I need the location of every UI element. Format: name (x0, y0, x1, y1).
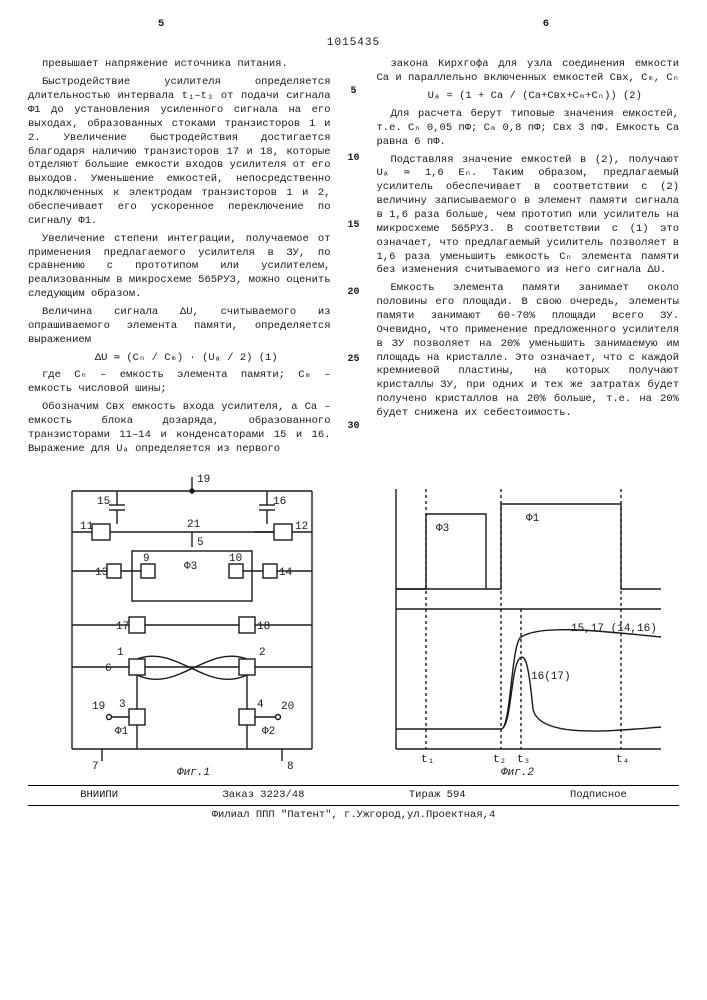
formula-1: ΔU ≃ (Cₙ / Cₘ) · (Uₐ / 2) (1) (28, 352, 331, 366)
right-p1: закона Кирхгофа для узла соединения емко… (377, 58, 680, 86)
svg-text:Ф3: Ф3 (436, 523, 449, 535)
footer-org: ВНИИПИ (80, 789, 118, 803)
svg-text:16: 16 (273, 496, 286, 508)
ln-10: 10 (347, 152, 361, 165)
col-head-left: 5 (158, 18, 164, 32)
svg-text:21: 21 (187, 519, 201, 531)
left-p1: превышает напряжение источника питания. (28, 58, 331, 72)
svg-text:19: 19 (92, 701, 105, 713)
ln-25: 25 (347, 353, 361, 366)
col-head-right: 6 (543, 18, 549, 32)
fig1-caption: Фиг.1 (177, 767, 210, 779)
line-numbers: 5 10 15 20 25 30 (347, 58, 361, 460)
svg-text:8: 8 (287, 761, 294, 773)
svg-text:18: 18 (257, 621, 270, 633)
svg-text:6: 6 (105, 663, 112, 675)
svg-text:16(17): 16(17) (531, 671, 571, 683)
svg-text:t₁: t₁ (421, 754, 434, 766)
right-column: закона Кирхгофа для узла соединения емко… (377, 58, 680, 460)
svg-text:13: 13 (95, 567, 108, 579)
fig2-caption: Фиг.2 (501, 767, 534, 779)
left-p6: Обозначим Cвх емкость входа усилителя, а… (28, 401, 331, 456)
footer-order: Заказ 3223/48 (222, 789, 304, 803)
left-column: превышает напряжение источника питания. … (28, 58, 331, 460)
svg-text:17: 17 (116, 621, 129, 633)
svg-text:12: 12 (295, 521, 308, 533)
svg-text:t₃: t₃ (517, 754, 530, 766)
ln-20: 20 (347, 286, 361, 299)
figure-1: 19 15 16 11 12 21 (37, 469, 347, 779)
svg-text:t₂: t₂ (493, 754, 506, 766)
right-p3: Подставляя значение емкостей в (2), полу… (377, 154, 680, 279)
svg-text:10: 10 (229, 553, 242, 565)
svg-text:11: 11 (80, 521, 94, 533)
right-p2: Для расчета берут типовые значения емкос… (377, 108, 680, 150)
left-p2: Быстродействие усилителя определяется дл… (28, 76, 331, 228)
formula-2: Uₐ = (1 + Cа / (Cа+Cвх+Cₘ+Cₙ)) (2) (377, 90, 680, 104)
footer-line-1: ВНИИПИ Заказ 3223/48 Тираж 594 Подписное (28, 785, 679, 807)
left-p5: где Cₙ – емкость элемента памяти; Cₘ – е… (28, 369, 331, 397)
footer-tirazh: Тираж 594 (409, 789, 466, 803)
footer-sub: Подписное (570, 789, 627, 803)
svg-text:1: 1 (117, 647, 124, 659)
svg-text:9: 9 (143, 553, 150, 565)
doc-number: 1015435 (28, 36, 679, 51)
left-p4: Величина сигнала ΔU, считываемого из опр… (28, 306, 331, 348)
figure-2: Ф1 Ф3 15,17 (14,16) 16(17) t₁ (361, 469, 671, 779)
svg-text:14: 14 (279, 567, 293, 579)
right-p4: Емкость элемента памяти занимает около п… (377, 282, 680, 421)
svg-text:2: 2 (259, 647, 266, 659)
svg-text:19: 19 (197, 474, 210, 486)
sig-f1: Ф1 (115, 726, 129, 738)
sig-f2: Ф2 (262, 726, 275, 738)
left-p3: Увеличение степени интеграции, получаемо… (28, 233, 331, 302)
svg-text:7: 7 (92, 761, 99, 773)
ln-30: 30 (347, 420, 361, 433)
svg-text:5: 5 (197, 537, 204, 549)
ln-15: 15 (347, 219, 361, 232)
footer-line-2: Филиал ППП "Патент", г.Ужгород,ул.Проект… (28, 806, 679, 823)
svg-text:Ф3: Ф3 (184, 561, 197, 573)
svg-text:15: 15 (97, 496, 110, 508)
svg-text:20: 20 (281, 701, 294, 713)
svg-text:t₄: t₄ (616, 754, 629, 766)
ln-5: 5 (347, 85, 361, 98)
svg-text:4: 4 (257, 699, 264, 711)
svg-text:3: 3 (119, 699, 126, 711)
svg-text:15,17 (14,16): 15,17 (14,16) (571, 623, 657, 635)
svg-text:Ф1: Ф1 (526, 513, 540, 525)
